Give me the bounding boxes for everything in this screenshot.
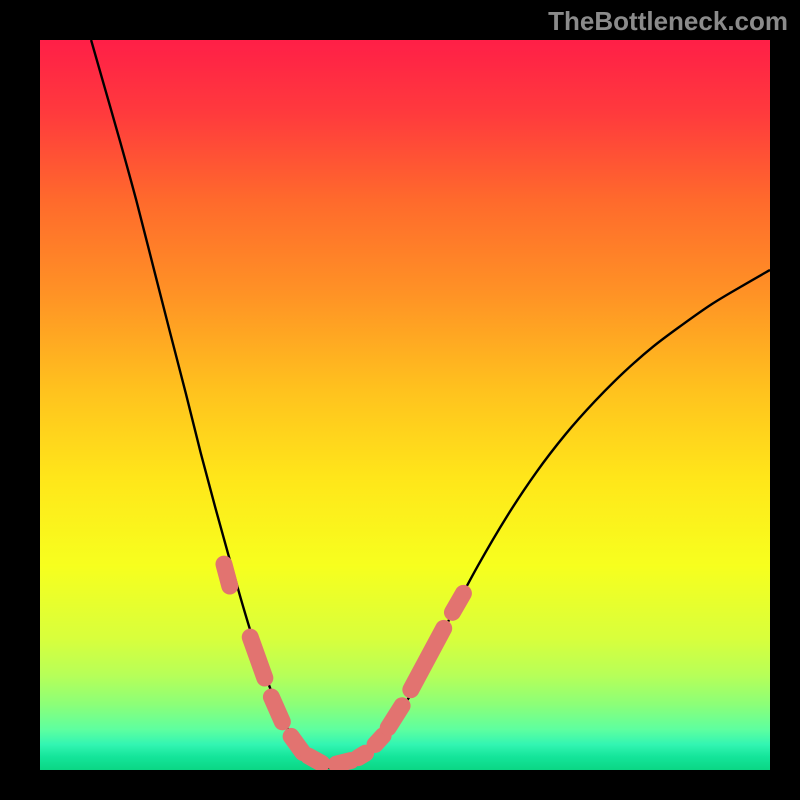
watermark-text: TheBottleneck.com bbox=[548, 6, 788, 37]
curve-marker bbox=[336, 761, 351, 765]
curve-marker bbox=[291, 736, 303, 752]
curve-marker bbox=[224, 564, 230, 586]
chart-svg bbox=[0, 0, 800, 800]
gradient-background bbox=[40, 40, 770, 770]
curve-marker bbox=[375, 736, 383, 745]
curve-marker bbox=[271, 697, 282, 722]
plot-area bbox=[0, 0, 800, 800]
curve-marker bbox=[388, 706, 402, 728]
curve-marker bbox=[309, 756, 322, 763]
curve-marker bbox=[358, 753, 365, 757]
curve-marker bbox=[452, 593, 463, 612]
